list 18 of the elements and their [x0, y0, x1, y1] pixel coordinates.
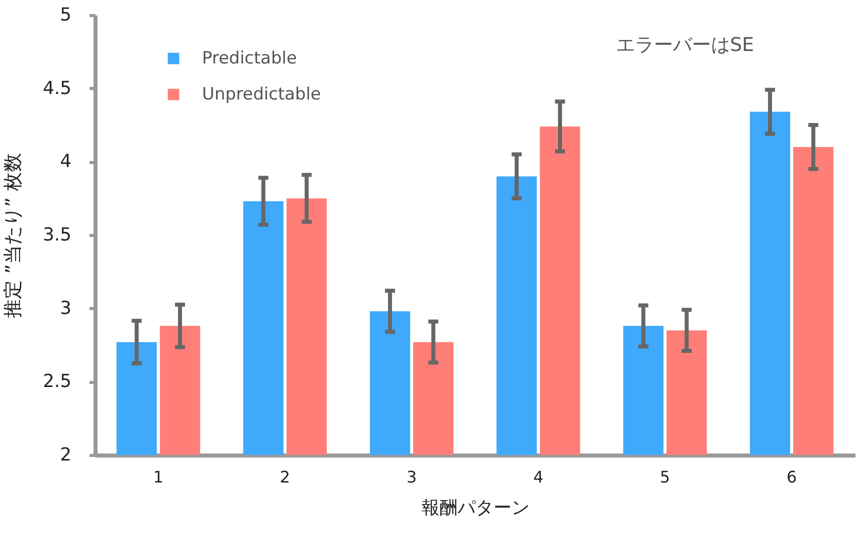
y-tick-label: 5: [60, 4, 72, 26]
y-tick-label: 3: [60, 298, 72, 319]
y-tick-label: 4: [60, 151, 72, 172]
y-tick-label: 3.5: [42, 224, 72, 246]
x-tick-label: 6: [786, 468, 797, 486]
x-tick-label: 5: [660, 468, 670, 486]
annotation: エラーバーはSE: [616, 34, 754, 56]
y-tick-label: 2: [60, 444, 72, 466]
x-axis-title: 報酬パターン: [422, 498, 530, 518]
y-tick-label: 4.5: [42, 78, 72, 99]
x-tick-label: 3: [406, 468, 417, 486]
x-tick-label: 1: [153, 468, 164, 486]
legend-label: Unpredictable: [202, 84, 321, 104]
x-tick-label: 4: [533, 468, 544, 486]
x-tick-label: 2: [280, 468, 290, 486]
legend-label: Predictable: [202, 48, 297, 68]
y-axis-title: 推定 ”当たり” 枚数: [2, 153, 24, 318]
y-tick-label: 2.5: [42, 371, 72, 392]
